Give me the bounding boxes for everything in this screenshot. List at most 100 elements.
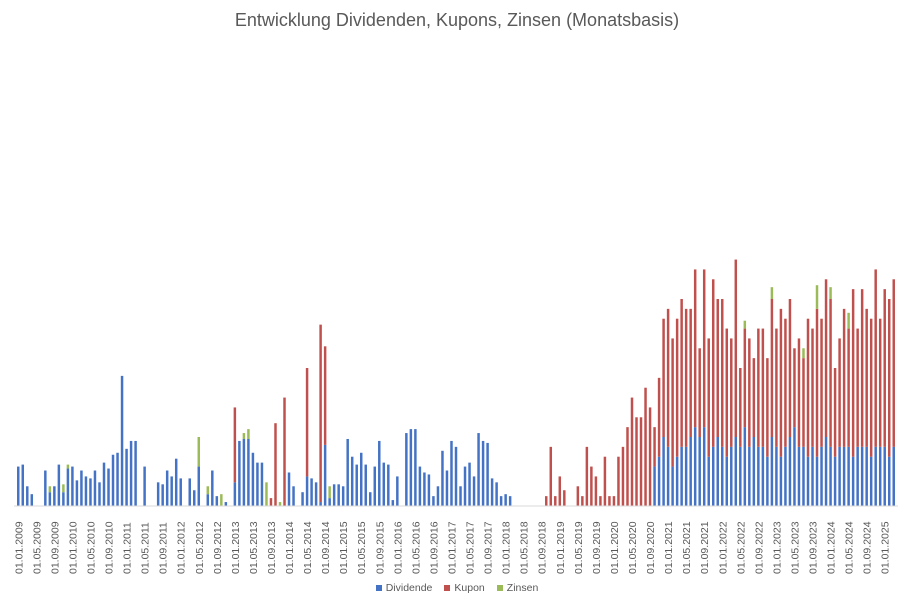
bar-dividende-186	[856, 446, 859, 506]
bar-dividende-42	[206, 494, 210, 506]
bar-dividende-0	[17, 466, 20, 506]
bar-dividende-64	[305, 476, 309, 506]
bar-dividende-14	[80, 470, 83, 506]
bar-kupon-132	[612, 496, 616, 506]
x-tick-labels: 01.01.2009 01.05.2009 01.09.2009 01.01.2010…	[13, 521, 891, 574]
bar-kupon-168	[775, 328, 778, 447]
bar-dividende-1	[21, 464, 25, 506]
bar-kupon-67	[319, 324, 322, 503]
bars-group	[17, 259, 895, 506]
bar-dividende-66	[314, 482, 318, 506]
x-tick-label: 01.05.2015	[356, 521, 368, 574]
bar-dividende-166	[766, 456, 769, 506]
bar-dividende-162	[748, 446, 751, 506]
x-tick-label: 01.05.2016	[410, 521, 422, 574]
bar-dividende-144	[666, 446, 670, 506]
bar-kupon-180	[829, 299, 832, 447]
bar-kupon-189	[869, 318, 873, 457]
bar-dividende-93	[436, 486, 440, 506]
x-tick-label: 01.09.2023	[808, 521, 820, 574]
legend-label: Dividende	[385, 582, 433, 594]
x-tick-label: 01.01.2023	[771, 521, 783, 574]
legend-item-zinsen: Zinsen	[496, 582, 539, 594]
bar-dividende-34	[170, 476, 173, 506]
x-tick-label: 01.05.2012	[194, 521, 206, 574]
bar-kupon-158	[730, 338, 733, 447]
bar-dividende-23	[120, 375, 124, 506]
bar-kupon-193	[887, 299, 891, 457]
bar-dividende-11	[66, 468, 70, 506]
x-tick-label: 01.01.2014	[284, 521, 296, 574]
bar-dividende-94	[441, 450, 444, 506]
bar-dividende-89	[418, 466, 422, 506]
bar-dividende-183	[842, 446, 846, 506]
bar-dividende-169	[779, 456, 783, 506]
bar-dividende-102	[477, 433, 480, 506]
bar-kupon-183	[842, 308, 846, 447]
bar-kupon-56	[269, 498, 273, 506]
bar-dividende-13	[75, 480, 79, 506]
bar-kupon-139	[644, 387, 647, 506]
x-tick-label: 01.01.2017	[447, 521, 459, 574]
bar-dividende-33	[165, 470, 169, 506]
bar-kupon-181	[833, 368, 837, 457]
bar-dividende-15	[84, 476, 88, 506]
bar-zinsen-10	[62, 484, 65, 493]
legend-item-kupon: Kupon	[444, 582, 485, 594]
x-tick-label: 01.01.2025	[880, 521, 892, 574]
bar-dividende-3	[30, 494, 34, 506]
bar-dividende-28	[143, 466, 146, 506]
bar-dividende-171	[788, 437, 792, 506]
bar-dividende-68	[323, 444, 327, 506]
bar-zinsen-180	[829, 287, 832, 299]
bar-dividende-72	[341, 486, 345, 506]
bar-dividende-167	[770, 437, 774, 506]
chart-title: Entwicklung Dividenden, Kupons, Zinsen (…	[234, 10, 680, 30]
bar-kupon-140	[648, 407, 652, 506]
x-tick-label: 01.09.2012	[212, 521, 224, 574]
x-tick-label: 01.05.2011	[140, 522, 152, 574]
bar-dividende-69	[328, 498, 331, 506]
bar-dividende-147	[680, 446, 683, 506]
bar-dividende-172	[793, 427, 796, 506]
bar-kupon-151	[698, 348, 701, 437]
bar-dividende-77	[364, 464, 367, 506]
bar-zinsen-50	[242, 433, 246, 439]
bar-dividende-75	[355, 464, 358, 506]
bar-dividende-17	[93, 470, 97, 506]
x-tick-label: 01.09.2020	[645, 521, 657, 574]
bar-dividende-154	[711, 446, 715, 506]
bar-dividende-181	[833, 456, 837, 506]
bar-dividende-104	[486, 442, 489, 506]
bar-dividende-173	[797, 446, 801, 506]
bar-dividende-81	[382, 462, 386, 506]
bar-dividende-180	[829, 446, 832, 506]
bar-dividende-21	[111, 454, 115, 506]
bar-dividende-156	[721, 446, 724, 506]
bar-kupon-161	[743, 328, 747, 428]
bar-dividende-92	[432, 496, 435, 506]
bar-dividende-161	[743, 427, 747, 506]
bar-kupon-149	[689, 308, 692, 437]
bar-dividende-165	[761, 446, 765, 506]
bar-dividende-142	[657, 456, 661, 506]
bar-kupon-167	[770, 299, 774, 437]
bar-kupon-127	[590, 466, 593, 506]
bar-dividende-191	[878, 446, 882, 506]
bar-kupon-162	[748, 338, 751, 447]
bar-dividende-8	[53, 486, 56, 506]
bar-kupon-130	[603, 456, 607, 506]
bar-kupon-125	[581, 496, 584, 506]
legend-label: Zinsen	[506, 582, 539, 594]
x-tick-label: 01.01.2011	[122, 522, 134, 574]
bar-dividende-52	[251, 452, 255, 506]
bar-dividende-157	[725, 456, 729, 506]
bar-dividende-189	[869, 456, 873, 506]
bar-dividende-177	[815, 456, 819, 506]
bar-kupon-148	[684, 308, 688, 447]
bar-dividende-43	[211, 470, 214, 506]
bar-dividende-175	[806, 456, 810, 506]
bar-dividende-100	[468, 462, 471, 506]
bar-dividende-73	[346, 438, 349, 506]
bar-kupon-146	[675, 318, 679, 457]
